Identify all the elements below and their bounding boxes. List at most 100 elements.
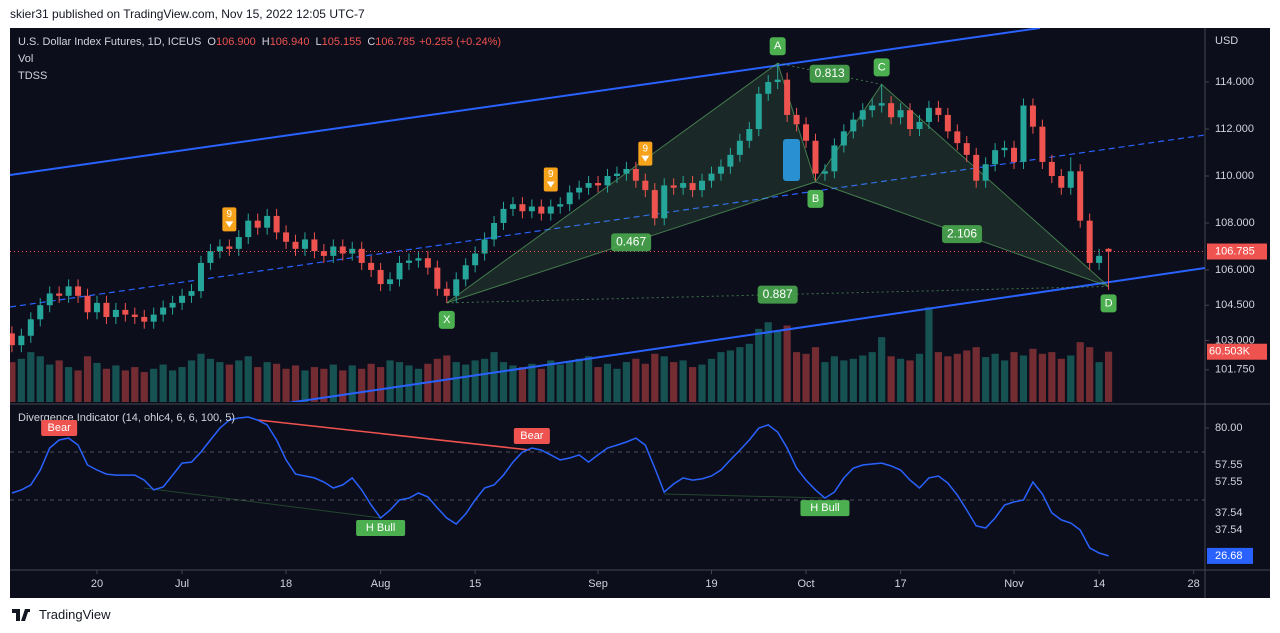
volume-bar: [537, 368, 545, 402]
x-tick-label: 14: [1093, 578, 1105, 590]
signal-label: H Bull: [366, 522, 395, 534]
candle-body: [235, 237, 242, 249]
candle-body: [774, 79, 781, 83]
volume-bar: [225, 364, 233, 402]
volume-bar: [112, 365, 120, 402]
candle-body: [717, 166, 724, 174]
candle-body: [888, 103, 895, 118]
candle-body: [897, 110, 904, 118]
volume-bar: [140, 372, 148, 402]
volume-bar: [244, 356, 252, 402]
volume-bar: [1076, 342, 1084, 402]
x-tick-label: 28: [1188, 578, 1200, 590]
volume-bar: [518, 367, 527, 402]
candle-body: [377, 269, 384, 285]
td-count: 9: [548, 169, 554, 180]
candle-body: [670, 185, 677, 188]
y-tick-label: 104.500: [1215, 299, 1255, 311]
ohlc-value: 106.785: [375, 36, 415, 48]
volume-bar: [348, 365, 356, 402]
candle-body: [1020, 105, 1027, 162]
volume-bar: [17, 358, 25, 402]
candle-body: [1086, 220, 1093, 263]
candle-body: [226, 246, 233, 249]
volume-bar: [670, 362, 678, 402]
candle-body: [150, 314, 157, 322]
candle-body: [869, 105, 876, 111]
candle-body: [642, 180, 649, 191]
volume-bar: [575, 358, 583, 402]
volume-bar: [887, 356, 895, 402]
volume-bar: [934, 352, 942, 402]
candle-body: [954, 131, 961, 144]
x-tick-label: 19: [705, 578, 717, 590]
x-tick-label: 17: [894, 578, 906, 590]
td-box: [638, 141, 653, 166]
volume-bar: [169, 370, 177, 402]
volume-bar: [868, 352, 876, 402]
symbol-title: U.S. Dollar Index Futures, 1D, ICEUS: [18, 36, 201, 48]
candle-body: [519, 204, 526, 212]
pattern-ratio: 2.106: [947, 226, 977, 240]
volume-bar: [736, 347, 744, 402]
pattern-ratio: 0.467: [616, 235, 646, 249]
volume-bar: [1019, 355, 1028, 402]
volume-bar: [291, 365, 300, 402]
volume-bar: [528, 363, 536, 402]
volume-bar: [46, 364, 54, 402]
candle-body: [169, 302, 176, 308]
candle-body: [179, 295, 186, 303]
pattern-ratio: 0.813: [815, 66, 845, 80]
y-tick-label: 101.750: [1215, 364, 1255, 376]
bull-divergence: [143, 487, 382, 519]
candle-body: [973, 154, 980, 181]
tdss-marker: [783, 139, 800, 181]
candle-body: [65, 286, 72, 296]
last-price-tag: [1207, 243, 1267, 260]
volume-bar: [36, 356, 44, 402]
y-tick-label: 103.000: [1215, 334, 1255, 346]
candle-body: [850, 119, 857, 132]
volume-bar: [840, 360, 848, 402]
volume-bar: [131, 367, 139, 402]
volume-bar: [452, 362, 460, 402]
volume-bar: [273, 363, 281, 402]
candle-body: [216, 246, 223, 252]
volume-bar: [462, 364, 470, 402]
candle-body: [103, 302, 110, 317]
indicator-tag: [1207, 547, 1253, 564]
volume-bar: [811, 347, 820, 402]
candle-body: [93, 302, 100, 313]
candle-body: [528, 206, 535, 212]
pattern-point: [769, 37, 786, 56]
volume-bar: [235, 360, 243, 402]
volume-bar: [499, 362, 508, 402]
pattern-point: [807, 189, 824, 208]
indicator-line: [11, 416, 1109, 557]
volume-bar: [679, 360, 687, 402]
volume-bar: [1000, 360, 1009, 402]
candle-body: [37, 305, 44, 320]
volume-bar: [395, 362, 404, 402]
candle-body: [245, 220, 252, 238]
candle-body: [803, 124, 810, 141]
volume-bar: [405, 365, 413, 402]
candle-body: [339, 246, 346, 254]
volume-bar: [622, 362, 631, 402]
x-tick-label: Jul: [175, 578, 189, 590]
volume-bar: [745, 343, 753, 402]
candle-body: [623, 168, 630, 174]
volume-bar: [159, 364, 167, 402]
td-box: [543, 167, 558, 192]
candle-body: [112, 309, 119, 317]
candle-body: [680, 183, 687, 188]
volume-bar: [1057, 358, 1065, 402]
candle-body: [405, 260, 412, 263]
volume-bar: [566, 362, 574, 402]
pattern-point: [873, 58, 890, 77]
pattern-point-label: B: [812, 193, 819, 205]
candle-body: [1067, 171, 1074, 188]
volume-bar: [377, 367, 385, 402]
chart: U.S. Dollar Index Futures, 1D, ICEUS O106…: [10, 28, 1270, 598]
volume-bar: [93, 362, 101, 402]
